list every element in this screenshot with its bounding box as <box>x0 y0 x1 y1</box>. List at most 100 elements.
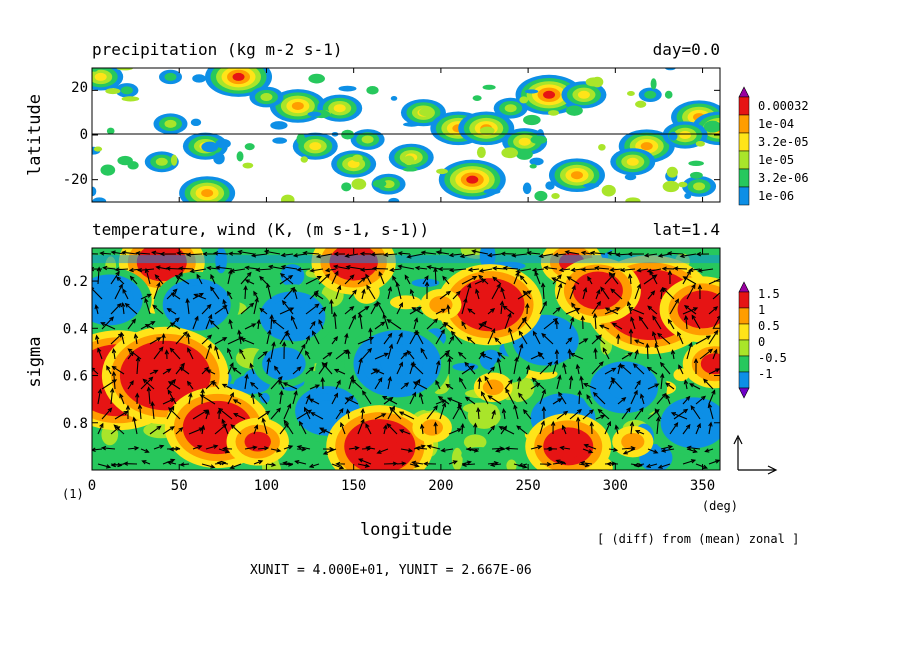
wind-arrow-head <box>457 428 463 433</box>
wind-arrow <box>646 344 649 360</box>
wind-arrow <box>155 274 164 285</box>
wind-arrow <box>583 383 597 390</box>
wind-arrow-head <box>305 335 310 341</box>
wind-arrow <box>186 299 190 315</box>
wind-arrow <box>156 266 168 270</box>
temp-xtick-label: 0 <box>88 478 96 494</box>
wind-arrow-head <box>419 423 425 429</box>
wind-arrow-head <box>227 251 234 256</box>
wind-arrow <box>633 363 645 375</box>
wind-arrow <box>426 405 438 420</box>
wind-arrow-head <box>311 320 316 326</box>
wind-arrow-head <box>180 362 185 368</box>
wind-arrow <box>383 425 387 435</box>
wind-arrow-head <box>370 252 376 257</box>
wind-arrow <box>500 301 503 315</box>
wind-arrow <box>658 253 671 257</box>
wind-arrow-head <box>134 392 140 398</box>
wind-arrow <box>111 251 125 255</box>
wind-arrow <box>175 331 188 345</box>
wind-arrow <box>122 251 138 255</box>
wind-arrow-head <box>263 249 270 255</box>
wind-arrow <box>446 384 454 390</box>
wind-arrow-head <box>281 341 287 347</box>
wind-arrow-head <box>332 264 339 269</box>
wind-arrow-head <box>440 328 445 334</box>
wind-arrow <box>390 268 402 271</box>
wind-arrow-head <box>519 343 524 349</box>
wind-arrow <box>348 375 354 390</box>
wind-arrow-head <box>152 304 158 310</box>
wind-arrow <box>634 350 639 360</box>
wind-arrow-head <box>313 292 319 298</box>
wind-arrow-head <box>360 418 365 424</box>
wind-arrow <box>305 336 310 345</box>
wind-arrow <box>612 322 623 330</box>
wind-arrow <box>539 301 547 315</box>
wind-arrow <box>210 320 220 330</box>
precip-patch <box>482 84 496 90</box>
wind-arrow-head <box>695 251 702 257</box>
wind-arrow-head <box>616 333 621 339</box>
wind-arrow <box>331 393 338 405</box>
wind-arrow-head <box>579 375 584 381</box>
wind-arrow <box>374 413 386 420</box>
precip-blob <box>518 137 531 146</box>
wind-arrow-head <box>540 420 546 426</box>
wind-arrow-head <box>426 444 432 449</box>
wind-arrow <box>221 419 229 435</box>
wind-arrow-head <box>294 459 300 465</box>
wind-arrow-head <box>651 330 657 337</box>
wind-arrow <box>142 460 151 465</box>
wind-arrow <box>491 410 496 420</box>
wind-arrow-head <box>579 460 586 466</box>
precip-patch <box>529 157 544 166</box>
wind-arrow <box>400 382 409 390</box>
wind-arrow-head <box>589 421 594 427</box>
wind-arrow <box>461 276 477 285</box>
wind-arrow-head <box>491 328 496 334</box>
precip-colorbar-cell <box>738 150 750 170</box>
wind-arrow-head <box>296 267 302 272</box>
wind-arrow <box>481 391 489 405</box>
wind-arrow-head <box>144 267 150 274</box>
wind-arrow <box>520 275 528 285</box>
wind-arrow-head <box>316 275 322 281</box>
wind-arrow-head <box>215 265 221 270</box>
wind-arrow <box>112 349 116 360</box>
precip-patch <box>338 85 357 92</box>
wind-arrow <box>264 250 281 255</box>
wind-arrow <box>396 282 402 300</box>
wind-arrow <box>570 353 584 360</box>
wind-arrow <box>654 408 662 420</box>
wind-arrow <box>578 338 588 345</box>
wind-arrow <box>448 358 451 375</box>
wind-arrow <box>345 397 359 405</box>
wind-arrow-head <box>490 308 496 313</box>
wind-arrow <box>344 274 355 285</box>
wind-arrow-head <box>471 249 477 254</box>
wind-arrow-head <box>120 301 126 308</box>
wind-arrow-head <box>411 460 417 466</box>
wind-arrow <box>643 274 657 285</box>
wind-arrow <box>647 448 658 454</box>
wind-arrow-head <box>437 395 443 401</box>
wind-arrow-head <box>546 461 552 467</box>
wind-arrow-head <box>296 366 302 372</box>
precipitation-panel: precipitation (kg m-2 s-1) day=0.0 20 0 … <box>25 40 809 206</box>
wind-arrow <box>112 366 125 375</box>
wind-arrow-head <box>448 267 455 273</box>
wind-arrow-head <box>351 314 356 320</box>
wind-arrow-head <box>446 397 453 402</box>
wind-arrow <box>552 360 558 375</box>
wind-arrow-head <box>637 462 643 468</box>
wind-arrow <box>335 408 344 420</box>
wind-arrow <box>530 383 540 390</box>
wind-arrow-head <box>467 282 472 289</box>
wind-arrow-head <box>135 250 141 256</box>
wind-arrow-head <box>442 275 447 281</box>
wind-arrow <box>508 328 515 345</box>
wind-arrow <box>389 407 402 420</box>
wind-arrow <box>497 358 502 375</box>
wind-arrow-head <box>445 349 451 355</box>
